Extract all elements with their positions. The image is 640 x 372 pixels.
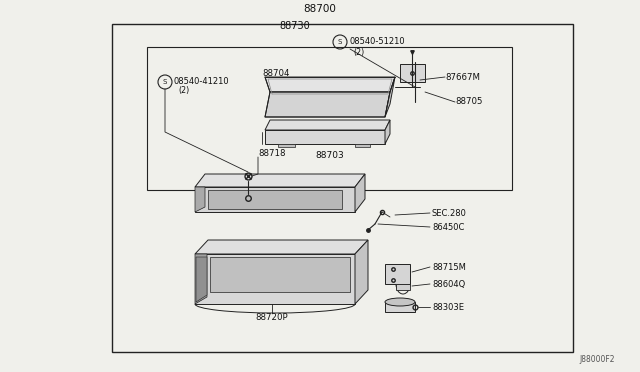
Polygon shape bbox=[385, 264, 410, 284]
Text: 88720P: 88720P bbox=[256, 312, 288, 321]
Polygon shape bbox=[355, 144, 370, 147]
Text: 87667M: 87667M bbox=[445, 73, 480, 81]
Polygon shape bbox=[400, 64, 425, 82]
Polygon shape bbox=[195, 254, 207, 304]
Text: 88715M: 88715M bbox=[432, 263, 466, 272]
Polygon shape bbox=[265, 130, 385, 144]
Polygon shape bbox=[195, 254, 355, 304]
Ellipse shape bbox=[385, 298, 415, 306]
Text: S: S bbox=[163, 79, 167, 85]
Polygon shape bbox=[195, 174, 365, 187]
Text: S: S bbox=[338, 39, 342, 45]
Text: 88703: 88703 bbox=[316, 151, 344, 160]
Polygon shape bbox=[210, 257, 350, 292]
Polygon shape bbox=[265, 92, 390, 117]
Text: 88604Q: 88604Q bbox=[432, 279, 465, 289]
Text: 88303E: 88303E bbox=[432, 302, 464, 311]
Polygon shape bbox=[278, 144, 295, 147]
Polygon shape bbox=[195, 187, 355, 212]
Polygon shape bbox=[196, 257, 207, 302]
Bar bbox=[147, 46, 512, 190]
Polygon shape bbox=[355, 174, 365, 212]
Text: SEC.280: SEC.280 bbox=[432, 208, 467, 218]
Polygon shape bbox=[385, 77, 395, 117]
Polygon shape bbox=[265, 120, 390, 130]
Polygon shape bbox=[195, 240, 368, 254]
Text: J88000F2: J88000F2 bbox=[579, 356, 615, 365]
Text: 88730: 88730 bbox=[280, 21, 310, 31]
Polygon shape bbox=[208, 190, 342, 209]
Text: 86450C: 86450C bbox=[432, 222, 465, 231]
Text: (2): (2) bbox=[353, 48, 364, 57]
Polygon shape bbox=[195, 187, 205, 212]
Text: 88718: 88718 bbox=[258, 150, 285, 158]
Text: 08540-51210: 08540-51210 bbox=[349, 38, 404, 46]
Polygon shape bbox=[385, 120, 390, 144]
Polygon shape bbox=[355, 240, 368, 304]
Bar bbox=[112, 24, 573, 352]
Text: 08540-41210: 08540-41210 bbox=[174, 77, 230, 87]
Text: 88700: 88700 bbox=[303, 4, 337, 14]
Polygon shape bbox=[265, 77, 395, 92]
Polygon shape bbox=[385, 302, 415, 312]
Text: 88704: 88704 bbox=[262, 70, 289, 78]
Polygon shape bbox=[396, 284, 410, 290]
Text: 88705: 88705 bbox=[455, 97, 483, 106]
Text: (2): (2) bbox=[178, 87, 189, 96]
